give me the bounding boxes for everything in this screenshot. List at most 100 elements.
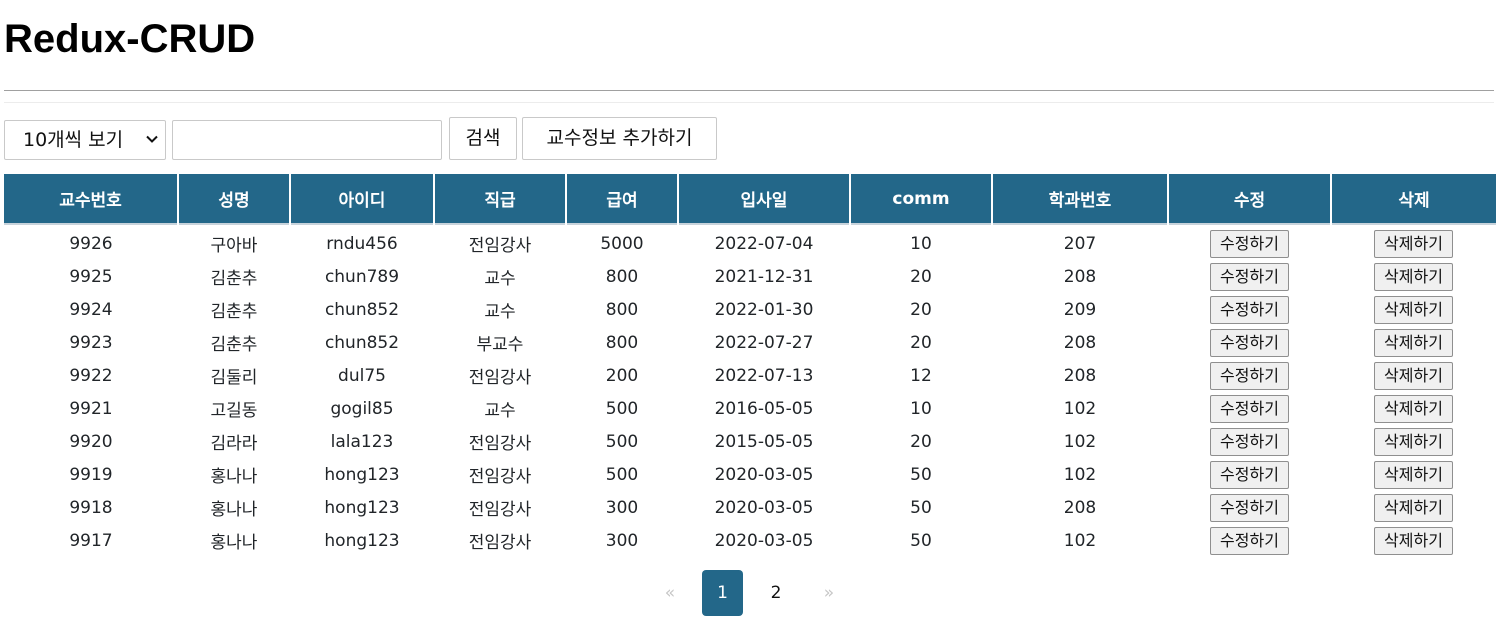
cell-name: 홍나나	[210, 467, 258, 487]
delete-button[interactable]: 삭제하기	[1374, 460, 1453, 489]
edit-button[interactable]: 수정하기	[1210, 493, 1289, 522]
table-row: 9922 김둘리 dul75 전임강사 200 2022-07-13 12 208 수정하기 삭제…	[4, 359, 1496, 392]
pagination-page[interactable]: 2	[770, 583, 782, 603]
edit-button[interactable]: 수정하기	[1210, 526, 1289, 555]
column-header: 교수번호	[4, 174, 178, 224]
delete-button[interactable]: 삭제하기	[1374, 526, 1453, 555]
cell-action: 수정하기	[1168, 524, 1331, 557]
cell-dept-no: 208	[1063, 332, 1097, 353]
delete-button[interactable]: 삭제하기	[1374, 229, 1453, 258]
cell-user-id: gogil85	[330, 398, 394, 419]
column-header: 학과번호	[991, 174, 1168, 224]
delete-button[interactable]: 삭제하기	[1374, 361, 1453, 390]
cell-user-id: hong123	[324, 530, 400, 551]
cell-dept-no: 102	[1063, 464, 1097, 485]
cell-professor-no: 9920	[69, 431, 113, 452]
cell-action: 수정하기	[1168, 326, 1331, 359]
edit-button[interactable]: 수정하기	[1210, 328, 1289, 357]
cell-hire-date: 2020-03-05	[714, 530, 814, 551]
cell-action: 삭제하기	[1331, 224, 1496, 260]
edit-button[interactable]: 수정하기	[1210, 295, 1289, 324]
search-button[interactable]: 검색	[449, 117, 517, 160]
edit-button[interactable]: 수정하기	[1210, 229, 1289, 258]
cell-professor-no: 9917	[69, 530, 113, 551]
delete-button[interactable]: 삭제하기	[1374, 394, 1453, 423]
cell-name: 고길동	[210, 401, 258, 421]
cell-professor-no: 9921	[69, 398, 113, 419]
table-row: 9926 구아바 rndu456 전임강사 5000 2022-07-04 10 207 수정하…	[4, 224, 1496, 260]
cell-comm: 10	[910, 233, 932, 254]
cell-action: 삭제하기	[1331, 425, 1496, 458]
cell-salary: 300	[605, 497, 639, 518]
cell-name: 김둘리	[210, 368, 258, 388]
search-input[interactable]	[172, 120, 442, 160]
cell-salary: 200	[605, 365, 639, 386]
delete-button[interactable]: 삭제하기	[1374, 328, 1453, 357]
edit-button[interactable]: 수정하기	[1210, 460, 1289, 489]
cell-position: 전임강사	[468, 500, 532, 520]
cell-dept-no: 102	[1063, 530, 1097, 551]
page-size-select[interactable]: 10개씩 보기	[4, 120, 166, 160]
edit-button[interactable]: 수정하기	[1210, 394, 1289, 423]
table-row: 9919 홍나나 hong123 전임강사 500 2020-03-05 50 102 수정하기…	[4, 458, 1496, 491]
cell-dept-no: 208	[1063, 365, 1097, 386]
cell-name: 김라라	[210, 434, 258, 454]
cell-salary: 800	[605, 299, 639, 320]
cell-dept-no: 102	[1063, 398, 1097, 419]
edit-button[interactable]: 수정하기	[1210, 361, 1289, 390]
pagination-prev[interactable]: «	[664, 583, 676, 603]
table-row: 9925 김춘추 chun789 교수 800 2021-12-31 20 208 수정하기 삭제…	[4, 260, 1496, 293]
column-header: 입사일	[677, 174, 850, 224]
column-header: 아이디	[289, 174, 434, 224]
cell-hire-date: 2022-07-13	[714, 365, 814, 386]
column-header: 수정	[1167, 174, 1331, 224]
delete-button[interactable]: 삭제하기	[1374, 262, 1453, 291]
cell-action: 삭제하기	[1331, 392, 1496, 425]
cell-professor-no: 9919	[69, 464, 113, 485]
cell-salary: 800	[605, 266, 639, 287]
cell-action: 삭제하기	[1331, 524, 1496, 557]
delete-button[interactable]: 삭제하기	[1374, 427, 1453, 456]
cell-position: 교수	[484, 269, 516, 289]
cell-hire-date: 2020-03-05	[714, 497, 814, 518]
pagination-next[interactable]: »	[823, 583, 835, 603]
cell-user-id: lala123	[330, 431, 394, 452]
cell-professor-no: 9924	[69, 299, 113, 320]
cell-professor-no: 9923	[69, 332, 113, 353]
cell-action: 수정하기	[1168, 224, 1331, 260]
cell-action: 수정하기	[1168, 359, 1331, 392]
cell-professor-no: 9926	[69, 233, 113, 254]
add-professor-button[interactable]: 교수정보 추가하기	[522, 117, 717, 160]
cell-user-id: chun852	[324, 332, 400, 353]
cell-user-id: hong123	[324, 497, 400, 518]
cell-user-id: hong123	[324, 464, 400, 485]
column-header: 직급	[433, 174, 566, 224]
edit-button[interactable]: 수정하기	[1210, 427, 1289, 456]
cell-name: 홍나나	[210, 500, 258, 520]
cell-name: 구아바	[210, 236, 258, 256]
cell-position: 전임강사	[468, 533, 532, 553]
cell-comm: 50	[910, 497, 932, 518]
table-row: 9917 홍나나 hong123 전임강사 300 2020-03-05 50 102 수정하기…	[4, 524, 1496, 557]
cell-action: 수정하기	[1168, 491, 1331, 524]
delete-button[interactable]: 삭제하기	[1374, 295, 1453, 324]
cell-hire-date: 2015-05-05	[714, 431, 814, 452]
delete-button[interactable]: 삭제하기	[1374, 493, 1453, 522]
cell-dept-no: 102	[1063, 431, 1097, 452]
cell-comm: 12	[910, 365, 932, 386]
cell-name: 김춘추	[210, 335, 258, 355]
cell-hire-date: 2022-01-30	[714, 299, 814, 320]
cell-dept-no: 207	[1063, 233, 1097, 254]
professor-table: 교수번호 성명 아이디 직급 급여 입사일 comm 학과번호 수정 삭제 99…	[4, 174, 1496, 557]
table-row: 9921 고길동 gogil85 교수 500 2016-05-05 10 102 수정하기 삭제…	[4, 392, 1496, 425]
cell-professor-no: 9925	[69, 266, 113, 287]
cell-position: 전임강사	[468, 434, 532, 454]
edit-button[interactable]: 수정하기	[1210, 262, 1289, 291]
cell-hire-date: 2021-12-31	[714, 266, 814, 287]
cell-action: 삭제하기	[1331, 260, 1496, 293]
cell-position: 부교수	[476, 335, 524, 355]
cell-action: 수정하기	[1168, 458, 1331, 491]
cell-user-id: rndu456	[326, 233, 398, 254]
pagination-page-current[interactable]: 1	[702, 570, 743, 616]
cell-hire-date: 2016-05-05	[714, 398, 814, 419]
